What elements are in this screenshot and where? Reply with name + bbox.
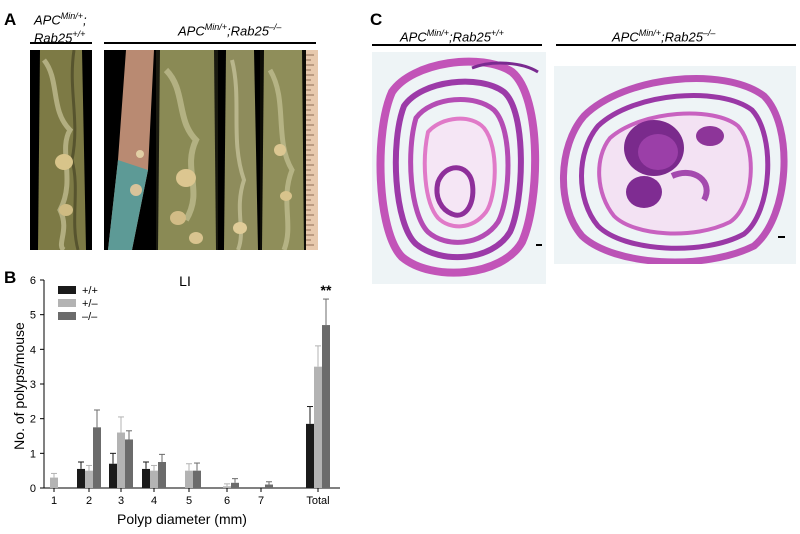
y-tick-label: 5 (30, 310, 36, 322)
y-tick-label: 0 (30, 483, 36, 495)
panel-a-wildtype-label: APCMin/+; Rab25+/+ (34, 9, 87, 46)
bar (77, 468, 85, 488)
genotype-text: ;Rab25 (449, 29, 491, 45)
bar (117, 432, 125, 488)
intestine-photo-knockout-3-drawing (224, 50, 258, 250)
chart-x-axis-label: Polyp diameter (mm) (117, 511, 247, 527)
panel-a-knockout-rule (104, 42, 316, 44)
bar (142, 468, 150, 488)
legend-label: –/– (82, 311, 98, 323)
genotype-text: ;Rab25 (227, 23, 269, 39)
panel-c-wildtype-label: APCMin/+;Rab25+/+ (400, 26, 504, 44)
intestine-photo-knockout-2 (156, 50, 218, 250)
genotype-text: Rab25 (34, 30, 73, 46)
bar (150, 470, 158, 488)
panel-a-letter: A (4, 10, 17, 29)
histology-knockout-section (554, 66, 796, 264)
y-tick-label: 1 (30, 448, 36, 460)
x-tick-label: 5 (186, 495, 192, 507)
panel-c-wildtype-rule (372, 44, 542, 46)
genotype-text: APC (178, 23, 205, 39)
y-tick-label: 4 (30, 344, 36, 356)
y-tick-label: 3 (30, 379, 36, 391)
genotype-text: ; (83, 12, 87, 28)
x-tick-label: 3 (118, 495, 124, 507)
chart-bars (50, 325, 330, 488)
polyp-bar-chart: 0 1 2 3 4 5 6 1 2 3 4 5 6 7 Total +/++/––/– LI Polyp d… (11, 273, 340, 527)
bar (158, 462, 166, 488)
chart-error-bars (51, 298, 329, 487)
histology-knockout-drawing (560, 75, 788, 264)
genotype-superscript: +/+ (490, 28, 504, 38)
genotype-superscript: Min/+ (426, 28, 449, 38)
intestine-photo-knockout-1 (104, 50, 156, 250)
bar (125, 439, 133, 488)
y-tick-label: 6 (30, 275, 36, 287)
intestine-photo-knockout-4 (260, 50, 306, 250)
chart-legend: +/++/––/– (58, 285, 98, 323)
bar (314, 366, 322, 488)
ruler-scale-drawing (306, 54, 314, 246)
genotype-text: APC (612, 29, 639, 45)
x-tick-label: 7 (258, 495, 264, 507)
legend-swatch (58, 299, 76, 307)
intestine-photo-wildtype-drawing (38, 50, 86, 250)
intestine-photo-knockout-4-drawing (262, 50, 304, 250)
intestine-photo-wildtype (30, 50, 92, 250)
bar (193, 470, 201, 488)
bar (93, 427, 101, 488)
chart-y-axis-label: No. of polyps/mouse (11, 322, 27, 450)
y-tick-label: 2 (30, 414, 36, 426)
panel-a-wildtype-rule (30, 42, 92, 44)
genotype-superscript: +/+ (72, 29, 86, 40)
genotype-text: ;Rab25 (661, 29, 703, 45)
chart-axes: 0 1 2 3 4 5 6 1 2 3 4 5 6 7 Total (30, 275, 340, 507)
bar (109, 463, 117, 488)
panel-a-knockout-label: APCMin/+;Rab25–/– (178, 20, 281, 38)
genotype-superscript: –/– (702, 28, 716, 38)
chart-title: LI (179, 273, 191, 289)
legend-swatch (58, 312, 76, 320)
bar (265, 484, 273, 488)
ruler-scale (306, 50, 318, 250)
histology-wildtype-drawing (376, 57, 542, 277)
bar (185, 470, 193, 488)
panel-c-knockout-rule (556, 44, 796, 46)
legend-swatch (58, 286, 76, 294)
legend-label: +/+ (82, 285, 98, 297)
panel-c-letter: C (370, 10, 383, 29)
x-tick-label: 2 (86, 495, 92, 507)
x-tick-label: Total (306, 495, 329, 507)
bar (306, 423, 314, 488)
intestine-photo-knockout-3 (218, 50, 260, 250)
histology-wildtype-section (372, 52, 546, 284)
bar (85, 470, 93, 488)
legend-label: +/– (82, 298, 98, 310)
bar (50, 477, 58, 488)
x-tick-label: 6 (224, 495, 230, 507)
x-tick-label: 4 (151, 495, 157, 507)
genotype-superscript: Min/+ (204, 22, 227, 32)
intestine-photo-knockout-1-drawing (108, 50, 154, 250)
significance-annotation: ** (321, 282, 332, 298)
bar (223, 486, 231, 488)
intestine-photo-knockout-2-drawing (158, 50, 216, 250)
bar (231, 482, 239, 488)
genotype-superscript: Min/+ (638, 28, 661, 38)
genotype-text: APC (400, 29, 427, 45)
x-tick-label: 1 (51, 495, 57, 507)
genotype-superscript: –/– (268, 22, 282, 32)
panel-b-letter: B (4, 268, 17, 287)
genotype-text: APC (34, 12, 61, 28)
bar (322, 325, 330, 488)
panel-c-knockout-label: APCMin/+;Rab25–/– (612, 26, 715, 44)
genotype-superscript: Min/+ (60, 11, 83, 21)
